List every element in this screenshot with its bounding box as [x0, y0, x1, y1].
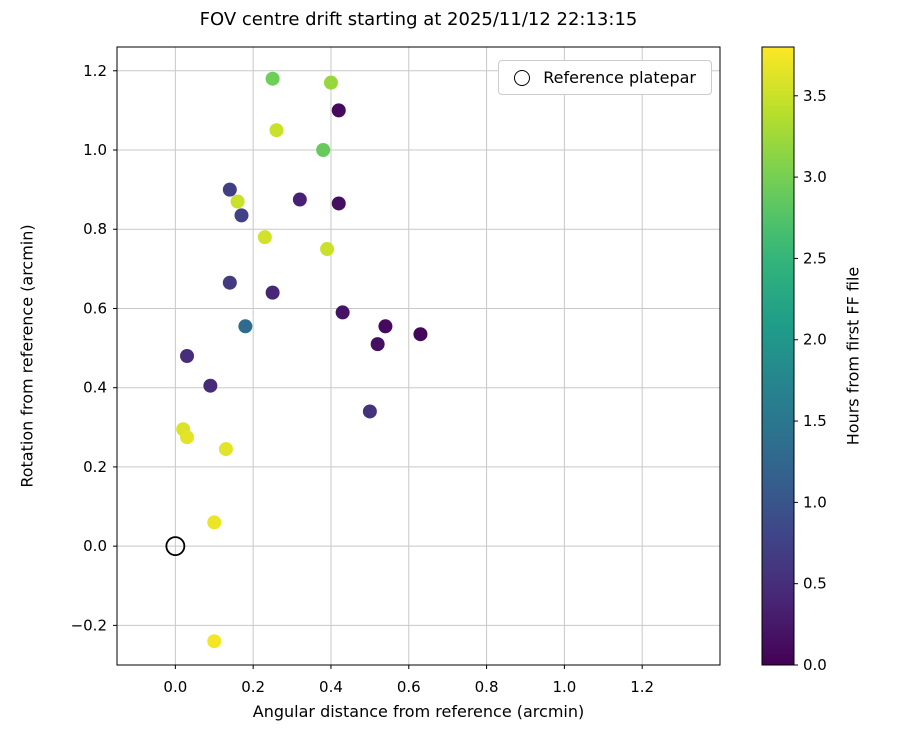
y-tick-label: 0.0 [83, 537, 107, 555]
data-point [362, 404, 377, 419]
x-tick-label: 0.6 [397, 678, 421, 696]
data-point [265, 71, 280, 86]
data-point [265, 285, 280, 300]
x-tick-label: 1.2 [630, 678, 654, 696]
data-point [203, 378, 218, 393]
data-point [370, 337, 385, 352]
data-point [218, 442, 233, 457]
open-circle-marker-icon [514, 69, 531, 86]
data-point [207, 634, 222, 649]
colorbar-tick-label: 0.0 [803, 656, 827, 674]
data-point [269, 123, 284, 138]
y-tick-label: 1.0 [83, 141, 107, 159]
y-tick-label: 0.6 [83, 299, 107, 317]
data-point [331, 103, 346, 118]
x-tick-label: 0.8 [475, 678, 499, 696]
scatter-points [176, 71, 428, 649]
x-tick-label: 1.0 [552, 678, 576, 696]
colorbar-ticks: 0.0 0.5 1.0 1.5 2.0 2.5 3.0 3.5 [794, 87, 827, 674]
colorbar-tick-label: 3.5 [803, 87, 827, 105]
data-point [413, 327, 428, 342]
data-point [323, 75, 338, 90]
axes-frame [116, 46, 721, 666]
data-point [238, 319, 253, 334]
data-point [331, 196, 346, 211]
x-axis-label: Angular distance from reference (arcmin) [252, 702, 585, 721]
x-tick-label: 0.2 [241, 678, 265, 696]
data-point [292, 192, 307, 207]
chart-title: FOV centre drift starting at 2025/11/12 … [199, 9, 638, 30]
data-point [378, 319, 393, 334]
gridlines [117, 47, 720, 665]
colorbar-tick-label: 0.5 [803, 575, 827, 593]
y-tick-label: −0.2 [71, 616, 107, 634]
legend: Reference platepar [498, 60, 712, 95]
data-point [316, 143, 331, 157]
data-point [335, 305, 350, 320]
data-point [180, 349, 195, 363]
colorbar-tick-label: 2.0 [803, 331, 827, 349]
colorbar-tick-label: 2.5 [803, 249, 827, 267]
colorbar [761, 46, 795, 666]
data-point [180, 430, 195, 445]
colorbar-tick-label: 1.0 [803, 493, 827, 511]
x-tick-label: 0.4 [319, 678, 343, 696]
data-point [222, 182, 237, 197]
legend-label: Reference platepar [543, 68, 696, 87]
data-point [222, 275, 237, 290]
colorbar-tick-label: 3.0 [803, 168, 827, 186]
y-tick-label: 0.8 [83, 220, 107, 238]
data-point [207, 515, 222, 530]
data-point [230, 194, 245, 209]
x-tick-label: 0.0 [163, 678, 187, 696]
tick-labels: 0.0 0.2 0.4 0.6 0.8 1.0 1.2 −0.2 0.0 0.2 0.4 0.6 0.8… [71, 62, 655, 696]
colorbar-label: Hours from first FF file [843, 266, 863, 446]
data-point [320, 242, 335, 257]
y-tick-label: 0.4 [83, 379, 107, 397]
reference-platepar-marker [165, 536, 186, 557]
y-tick-label: 0.2 [83, 458, 107, 476]
y-axis-label: Rotation from reference (arcmin) [17, 224, 37, 488]
data-point [257, 230, 272, 245]
data-point [234, 208, 249, 223]
y-tick-label: 1.2 [83, 62, 107, 80]
colorbar-tick-label: 1.5 [803, 412, 827, 430]
